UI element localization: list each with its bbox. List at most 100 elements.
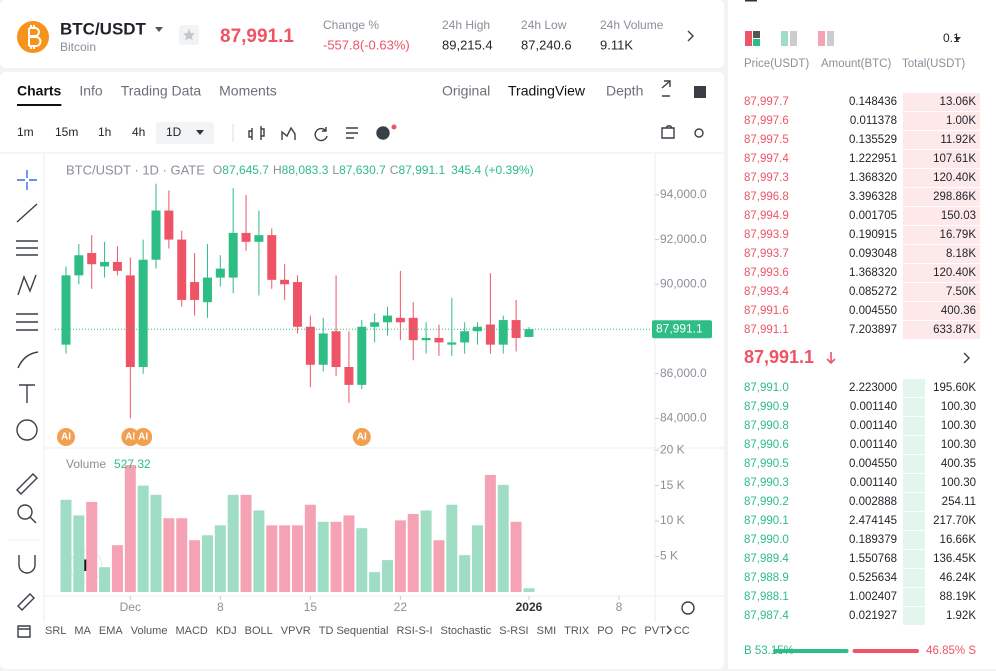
interval-dropdown[interactable]	[196, 130, 204, 135]
stat-value: 89,215.4	[442, 37, 493, 52]
indicator[interactable]: PO	[597, 625, 613, 637]
mid-price: 87,991.1	[744, 347, 814, 367]
view-tab[interactable]: Depth	[606, 83, 643, 99]
volume-bar	[163, 518, 175, 592]
interval[interactable]: 4h	[132, 125, 145, 139]
book-view-icons[interactable]	[745, 31, 834, 46]
candle-body	[318, 333, 328, 365]
interval[interactable]: 1D	[166, 125, 182, 139]
book-amount: 0.135529	[849, 134, 897, 146]
view-tab[interactable]: TradingView	[508, 83, 586, 99]
calendar-icon[interactable]	[17, 625, 31, 638]
toolbar-icons[interactable]	[248, 126, 390, 142]
book-price: 87,993.9	[744, 229, 789, 241]
stats-next[interactable]	[687, 30, 694, 42]
volume-bar	[227, 494, 239, 592]
legend-value: 87,991.1	[398, 163, 445, 177]
book-price: 87,987.4	[744, 610, 789, 622]
book-price: 87,997.6	[744, 115, 789, 127]
tab[interactable]: Trading Data	[121, 83, 202, 99]
indicator[interactable]: PC	[621, 625, 636, 637]
indicator[interactable]: S-RSI	[499, 625, 528, 637]
book-column: Amount(BTC)	[821, 58, 891, 70]
book-price: 87,997.5	[744, 134, 789, 146]
depth-bar	[903, 493, 925, 511]
book-amount: 0.525634	[849, 572, 898, 584]
buy-label: B 53.15%	[744, 645, 794, 657]
candle-body	[267, 235, 277, 280]
header-card	[0, 0, 724, 68]
step-dropdown[interactable]	[954, 37, 961, 41]
candle-body	[61, 275, 71, 345]
book-total: 1.00K	[946, 115, 976, 127]
legend-value: 87,630.7	[339, 163, 386, 177]
ai-marker[interactable]	[134, 428, 153, 446]
volume-tick-label: 20 K	[660, 442, 685, 456]
ai-marker[interactable]	[56, 428, 75, 446]
ai-marker[interactable]	[121, 428, 140, 446]
candle-body	[485, 324, 495, 345]
indicator[interactable]: PVT	[644, 625, 666, 637]
tab[interactable]: Moments	[219, 83, 277, 99]
indicator[interactable]: SMI	[537, 625, 557, 637]
interval[interactable]: 1m	[17, 125, 34, 139]
volume-bar	[279, 525, 291, 592]
book-total: 254.11	[942, 496, 976, 508]
indicators-next[interactable]	[666, 625, 672, 635]
depth-bar	[903, 283, 980, 301]
candle-body	[241, 232, 251, 242]
indicator[interactable]: EMA	[99, 625, 124, 637]
volume-bar	[394, 520, 406, 592]
book-total: 11.92K	[940, 134, 976, 146]
candle-body	[357, 326, 367, 385]
volume-bar	[407, 513, 419, 592]
indicator[interactable]: MACD	[175, 625, 207, 637]
fullscreen-icon[interactable]	[661, 80, 671, 97]
book-amount: 0.085272	[849, 286, 897, 298]
indicator[interactable]: BOLL	[245, 625, 273, 637]
indicator[interactable]: Volume	[131, 625, 168, 637]
volume-bar	[343, 515, 355, 592]
volume-bar	[484, 474, 496, 592]
screenshot-icon[interactable]	[661, 125, 675, 139]
indicator[interactable]: VPVR	[281, 625, 311, 637]
book-total: 100.30	[941, 439, 976, 451]
interval[interactable]: 15m	[55, 125, 78, 139]
step[interactable]: 0.1	[943, 31, 960, 45]
indicator[interactable]: SRL	[45, 625, 66, 637]
mid-next[interactable]	[963, 352, 970, 364]
indicator[interactable]: Stochastic	[441, 625, 492, 637]
stat-value: 87,240.6	[521, 37, 572, 52]
indicator[interactable]: TRIX	[564, 625, 590, 637]
depth-bar	[903, 455, 925, 473]
view-tab[interactable]: Original	[442, 83, 490, 99]
volume-bar	[304, 504, 316, 592]
indicator[interactable]: RSI-S-I	[396, 625, 432, 637]
book-total: 16.79K	[940, 229, 977, 241]
depth-bar	[903, 245, 980, 263]
book-amount: 0.001705	[849, 210, 897, 222]
book-total: 136.45K	[933, 553, 976, 565]
stat-value: 9.11K	[600, 37, 633, 52]
book-total: 13.06K	[940, 96, 977, 108]
symbol-dropdown[interactable]	[155, 27, 163, 32]
book-price: 87,990.0	[744, 534, 789, 546]
volume-bar	[317, 521, 329, 592]
drawing-tools[interactable]	[16, 170, 39, 611]
indicator[interactable]: MA	[74, 625, 91, 637]
volume-bar	[420, 510, 432, 592]
book-total: 100.30	[941, 401, 976, 413]
tab[interactable]: Charts	[17, 83, 62, 99]
candle-body	[408, 317, 418, 341]
settings-icon[interactable]	[694, 128, 704, 138]
layout-icon[interactable]	[694, 86, 706, 98]
interval[interactable]: 1h	[98, 125, 111, 139]
indicator[interactable]: CC	[674, 625, 690, 637]
tab[interactable]: Info	[79, 83, 103, 99]
ai-marker[interactable]	[352, 428, 371, 446]
axis-settings[interactable]	[681, 601, 695, 615]
legend-value: 87,645.7	[222, 163, 269, 177]
indicator[interactable]: TD Sequential	[319, 625, 389, 637]
x-tick-label: 2026	[516, 600, 543, 614]
indicator[interactable]: KDJ	[216, 625, 237, 637]
